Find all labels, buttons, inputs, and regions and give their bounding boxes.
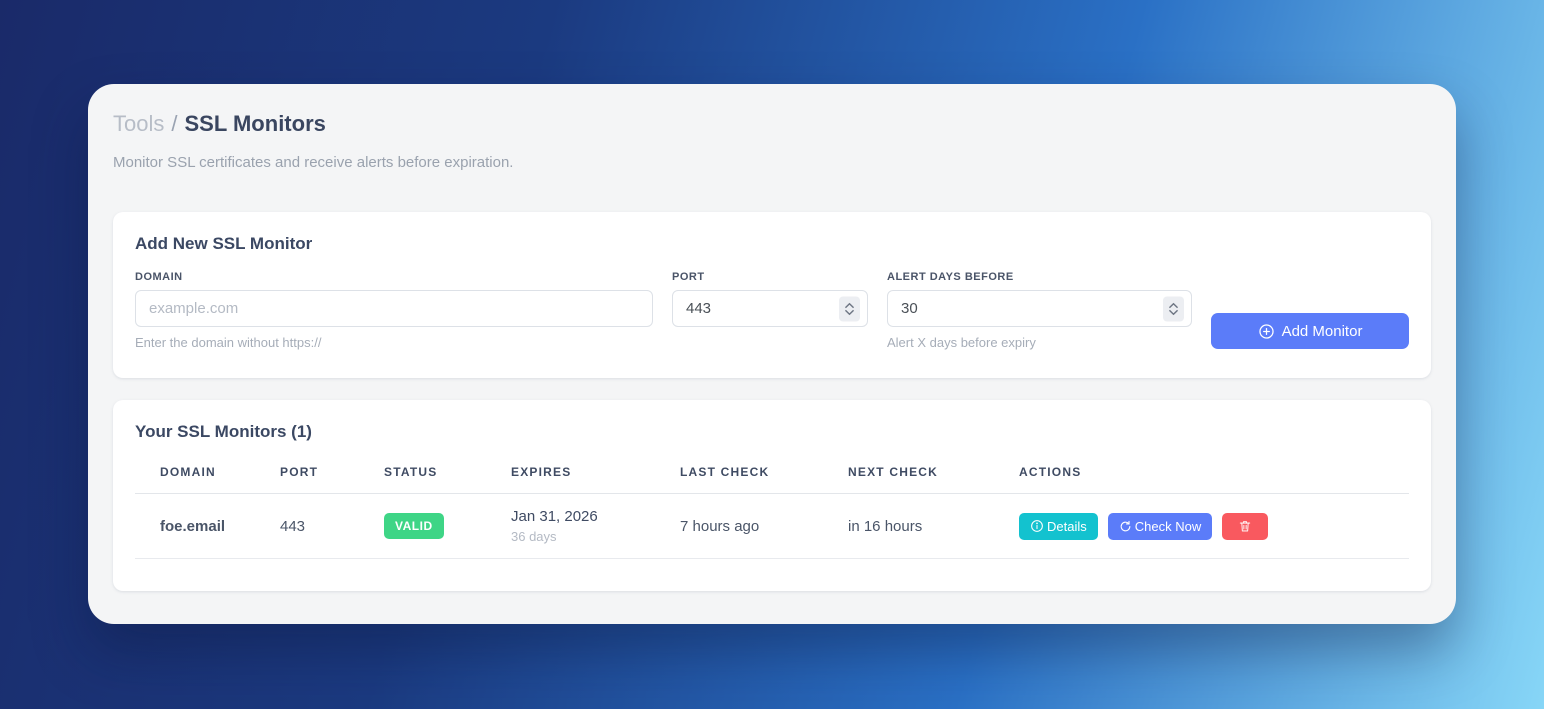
add-monitor-panel: Add New SSL Monitor DOMAIN Enter the dom… bbox=[113, 212, 1431, 379]
info-circle-icon bbox=[1030, 519, 1044, 533]
breadcrumb-separator: / bbox=[171, 111, 178, 136]
column-header-actions: ACTIONS bbox=[1019, 457, 1409, 495]
domain-input[interactable] bbox=[135, 290, 653, 328]
page-subtitle: Monitor SSL certificates and receive ale… bbox=[113, 154, 514, 172]
add-monitor-button-label: Add Monitor bbox=[1281, 322, 1363, 340]
alert-days-field-group: ALERT DAYS BEFORE Alert X days befo bbox=[887, 271, 1192, 350]
domain-label: DOMAIN bbox=[135, 271, 183, 284]
chevron-down-icon bbox=[1169, 309, 1178, 315]
column-header-port: PORT bbox=[280, 457, 384, 495]
page-title: SSL Monitors bbox=[184, 111, 326, 136]
check-now-button[interactable]: Check Now bbox=[1107, 512, 1213, 540]
port-input[interactable] bbox=[672, 290, 868, 328]
status-badge: VALID bbox=[384, 513, 444, 540]
monitors-panel: Your SSL Monitors (1) DOMAIN PORT STATUS… bbox=[113, 400, 1431, 592]
expires-days-remaining: 36 days bbox=[511, 529, 557, 545]
delete-button[interactable] bbox=[1222, 512, 1269, 540]
add-monitor-title: Add New SSL Monitor bbox=[135, 234, 313, 254]
breadcrumb-tools-link[interactable]: Tools bbox=[113, 111, 165, 136]
add-monitor-button[interactable]: Add Monitor bbox=[1211, 313, 1409, 350]
chevron-up-icon bbox=[845, 302, 854, 308]
submit-button-cell: Add Monitor bbox=[1211, 271, 1409, 350]
refresh-icon bbox=[1119, 520, 1132, 533]
expires-date: Jan 31, 2026 bbox=[511, 508, 598, 526]
alert-days-stepper[interactable] bbox=[1163, 296, 1184, 322]
row-actions: Details Check Now bbox=[1019, 512, 1403, 540]
monitors-title: Your SSL Monitors (1) bbox=[135, 422, 312, 442]
trash-icon bbox=[1238, 519, 1252, 533]
plus-circle-icon bbox=[1258, 323, 1275, 340]
alert-days-help-text: Alert X days before expiry bbox=[887, 335, 1036, 351]
monitor-port: 443 bbox=[280, 493, 384, 560]
column-header-expires: EXPIRES bbox=[511, 457, 680, 495]
domain-help-text: Enter the domain without https:// bbox=[135, 335, 322, 351]
next-check-time: in 16 hours bbox=[848, 493, 1019, 560]
table-header-row: DOMAIN PORT STATUS EXPIRES LAST CHECK NE… bbox=[135, 457, 1409, 495]
port-stepper[interactable] bbox=[839, 296, 860, 322]
chevron-up-icon bbox=[1169, 302, 1178, 308]
column-header-domain: DOMAIN bbox=[135, 457, 280, 495]
column-header-status: STATUS bbox=[384, 457, 511, 495]
details-button-label: Details bbox=[1047, 518, 1087, 534]
check-now-button-label: Check Now bbox=[1134, 518, 1202, 534]
breadcrumb: Tools / SSL Monitors bbox=[113, 111, 1431, 137]
domain-field-group: DOMAIN Enter the domain without https:// bbox=[135, 271, 653, 350]
column-header-last-check: LAST CHECK bbox=[680, 457, 848, 495]
details-button[interactable]: Details bbox=[1019, 512, 1098, 540]
monitor-domain: foe.email bbox=[135, 493, 280, 560]
port-label: PORT bbox=[672, 271, 705, 284]
column-header-next-check: NEXT CHECK bbox=[848, 457, 1019, 495]
monitor-row: foe.email 443 VALID Jan 31, 2026 36 days… bbox=[135, 493, 1409, 560]
alert-days-input[interactable] bbox=[887, 290, 1192, 328]
add-monitor-form: DOMAIN Enter the domain without https://… bbox=[135, 271, 1409, 350]
monitors-table: DOMAIN PORT STATUS EXPIRES LAST CHECK NE… bbox=[135, 457, 1409, 560]
last-check-time: 7 hours ago bbox=[680, 493, 848, 560]
chevron-down-icon bbox=[845, 309, 854, 315]
alert-days-label: ALERT DAYS BEFORE bbox=[887, 271, 1014, 284]
main-card: Tools / SSL Monitors Monitor SSL certifica… bbox=[88, 84, 1456, 624]
port-field-group: PORT bbox=[672, 271, 868, 328]
